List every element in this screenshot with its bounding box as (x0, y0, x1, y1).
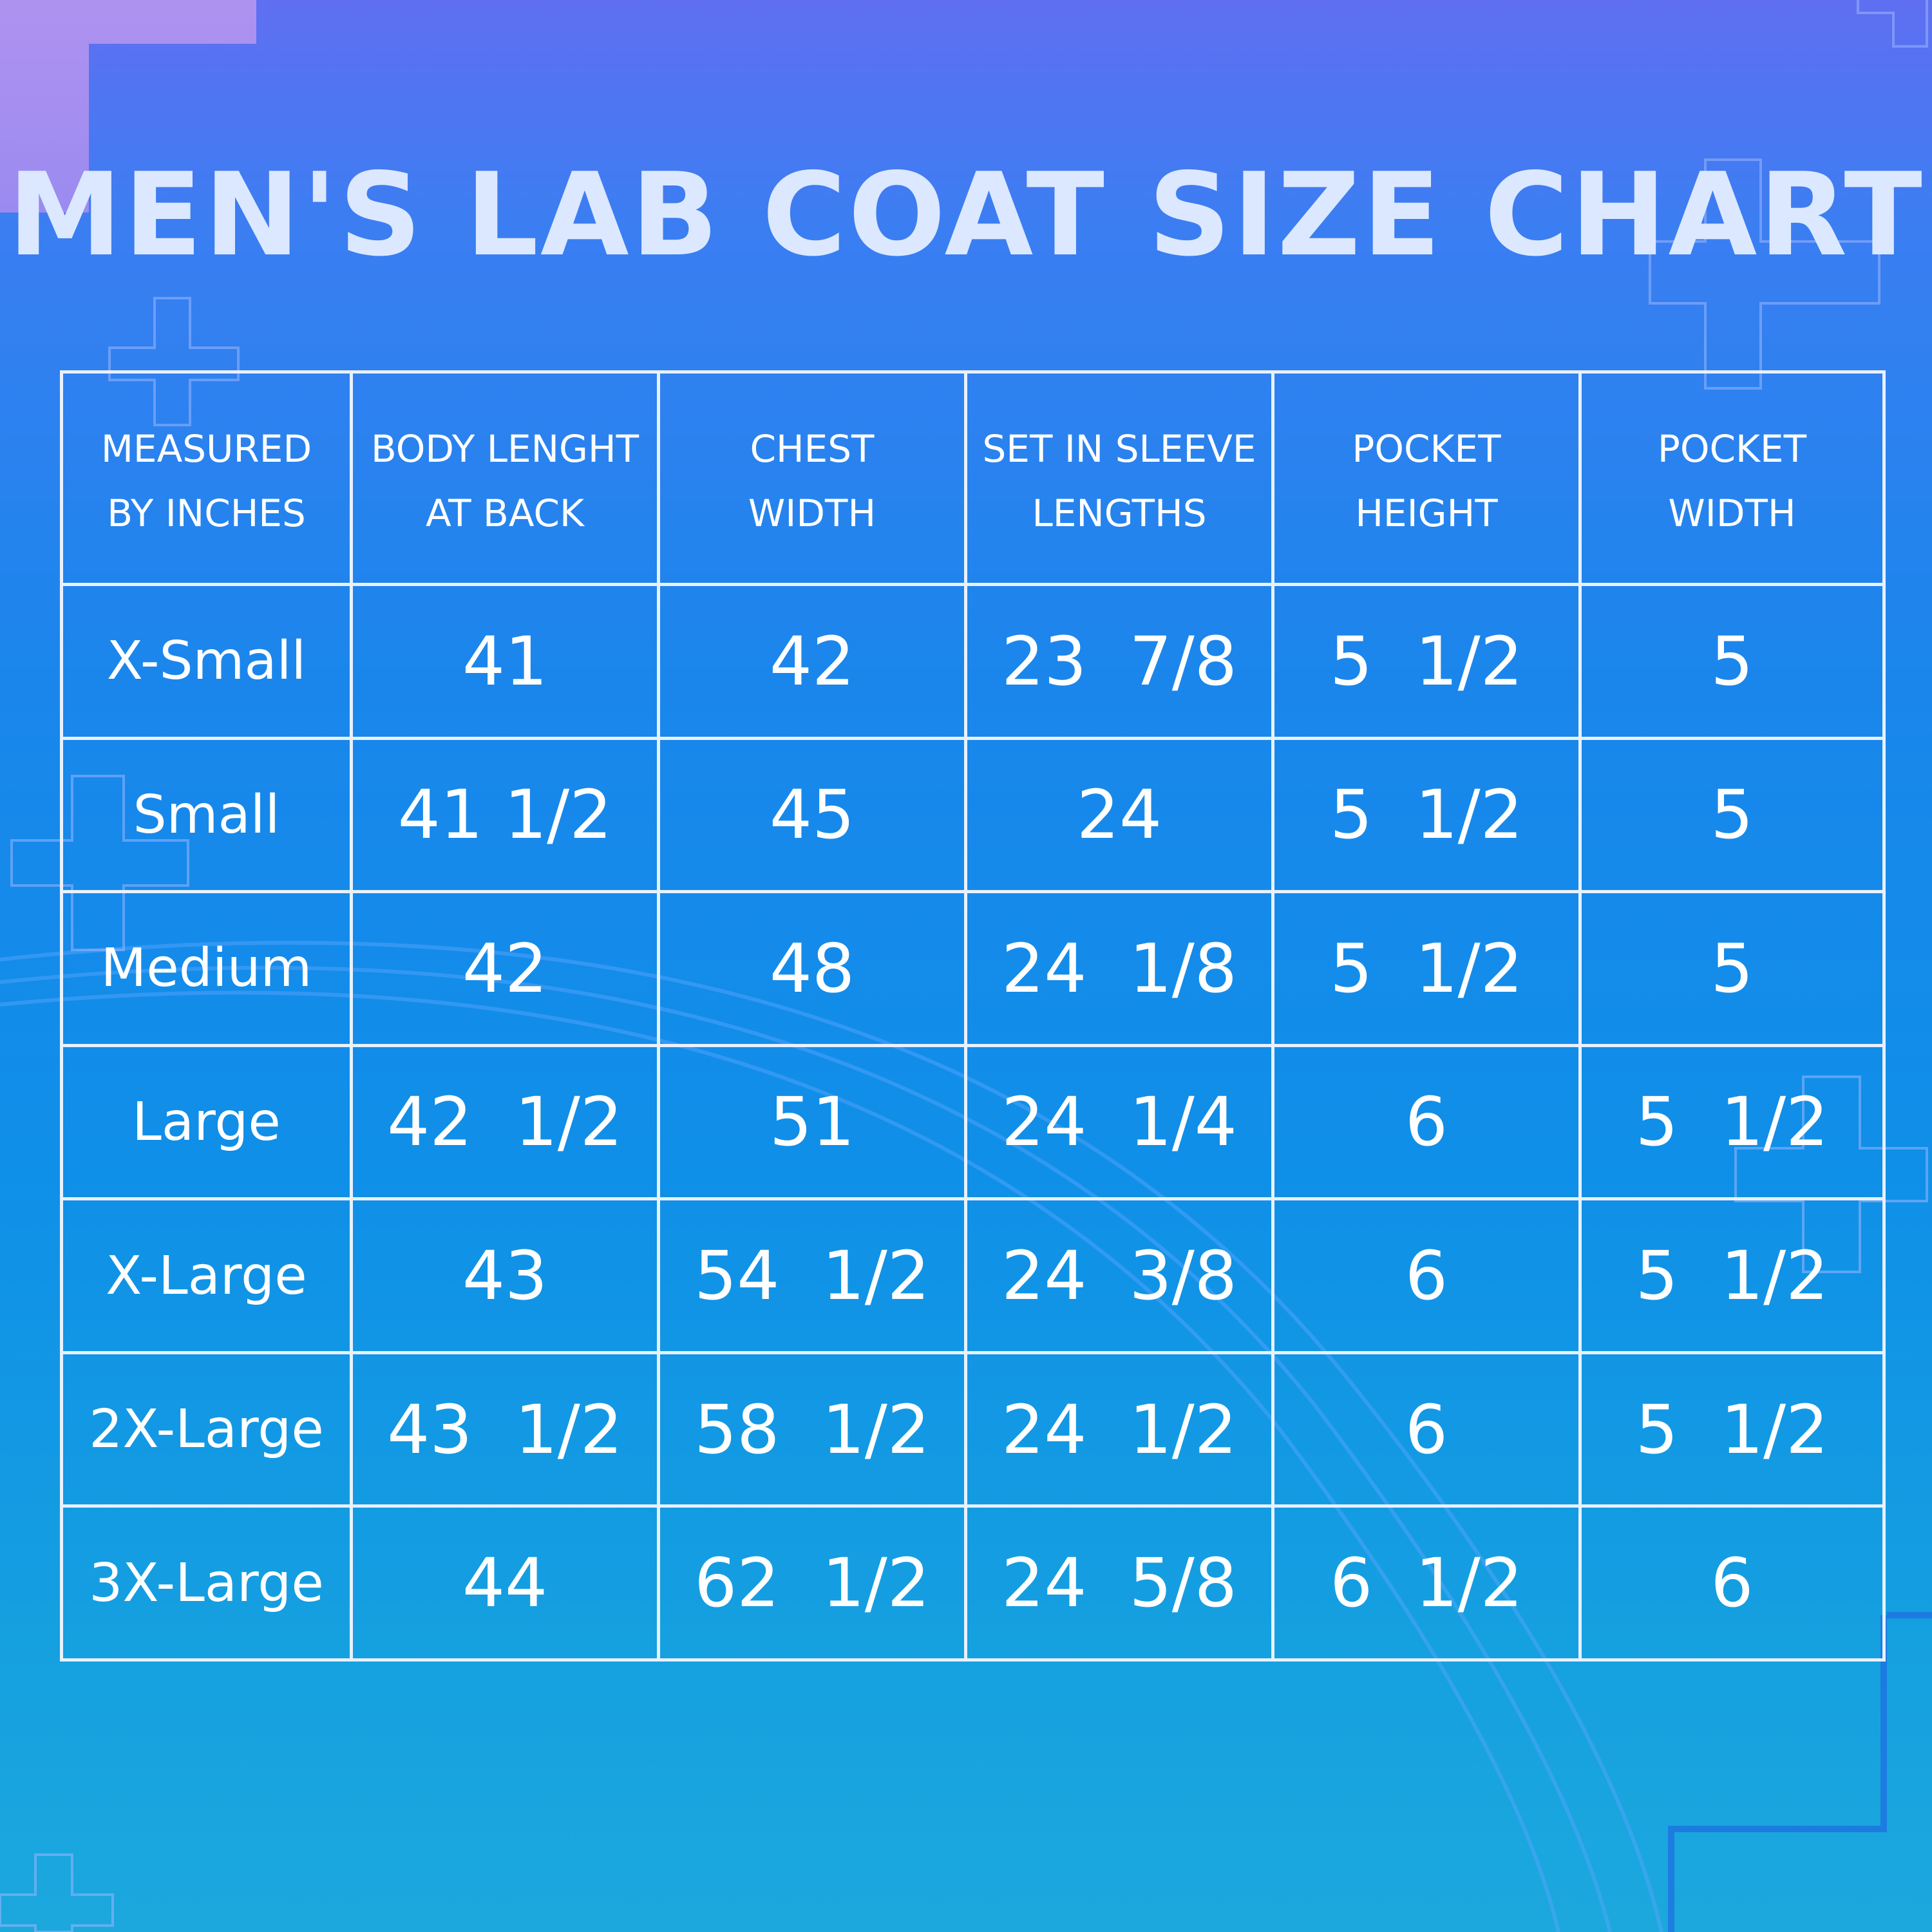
measurement-cell: 6 (1271, 1350, 1582, 1508)
table-row: Medium 42 48 24 1/8 5 1/2 5 (60, 890, 1886, 1047)
header-row: MEASURED BY INCHES BODY LENGHT AT BACK CHEST… (60, 370, 1886, 586)
measurement-cell: 44 (350, 1504, 660, 1662)
size-label-cell: Large (60, 1043, 353, 1201)
measurement-cell: 6 (1271, 1043, 1582, 1201)
table-row: Small 41 1/2 45 24 5 1/2 5 (60, 736, 1886, 894)
measurement-cell: 24 1/8 (964, 890, 1274, 1047)
measurement-cell: 62 1/2 (657, 1504, 967, 1662)
measurement-cell: 5 (1578, 582, 1886, 740)
measurement-cell: 5 (1578, 890, 1886, 1047)
header-pocket-width: POCKET WIDTH (1578, 370, 1886, 586)
measurement-cell: 42 1/2 (350, 1043, 660, 1201)
header-line: SET IN SLEEVE (982, 427, 1256, 471)
measurement-cell: 42 (657, 582, 967, 740)
corner-frame-shapes (1668, 1612, 1932, 1932)
header-line: HEIGHT (1355, 491, 1498, 536)
measurement-cell: 6 1/2 (1271, 1504, 1582, 1662)
measurement-cell: 5 (1578, 736, 1886, 894)
header-line: WIDTH (1668, 491, 1796, 536)
measurement-cell: 24 5/8 (964, 1504, 1274, 1662)
measurement-cell: 42 (350, 890, 660, 1047)
measurement-cell: 24 1/2 (964, 1350, 1274, 1508)
header-body-length: BODY LENGHT AT BACK (350, 370, 660, 586)
measurement-cell: 24 (964, 736, 1274, 894)
header-line: BODY LENGHT (370, 427, 639, 471)
header-line: AT BACK (425, 491, 585, 536)
measurement-cell: 5 1/2 (1271, 890, 1582, 1047)
table-row: X-Large 43 54 1/2 24 3/8 6 5 1/2 (60, 1197, 1886, 1354)
header-sleeve-length: SET IN SLEEVE LENGTHS (964, 370, 1274, 586)
size-table-container: MEASURED BY INCHES BODY LENGHT AT BACK CHEST… (60, 370, 1886, 1662)
measurement-cell: 6 (1578, 1504, 1886, 1662)
size-label-cell: 2X-Large (60, 1350, 353, 1508)
table-row: X-Small 41 42 23 7/8 5 1/2 5 (60, 582, 1886, 740)
measurement-cell: 54 1/2 (657, 1197, 967, 1354)
measurement-cell: 43 1/2 (350, 1350, 660, 1508)
size-label-cell: Small (60, 736, 353, 894)
measurement-cell: 23 7/8 (964, 582, 1274, 740)
header-line: CHEST (750, 427, 875, 471)
header-chest-width: CHEST WIDTH (657, 370, 967, 586)
measurement-cell: 6 (1271, 1197, 1582, 1354)
measurement-cell: 24 3/8 (964, 1197, 1274, 1354)
measurement-cell: 5 1/2 (1578, 1197, 1886, 1354)
header-line: LENGTHS (1032, 491, 1207, 536)
table-row: 2X-Large 43 1/2 58 1/2 24 1/2 6 5 1/2 (60, 1350, 1886, 1508)
measurement-cell: 58 1/2 (657, 1350, 967, 1508)
header-line: WIDTH (748, 491, 876, 536)
size-label-cell: X-Small (60, 582, 353, 740)
header-measured-by-inches: MEASURED BY INCHES (60, 370, 353, 586)
measurement-cell: 24 1/4 (964, 1043, 1274, 1201)
header-pocket-height: POCKET HEIGHT (1271, 370, 1582, 586)
size-label-cell: Medium (60, 890, 353, 1047)
measurement-cell: 5 1/2 (1578, 1043, 1886, 1201)
table-row: Large 42 1/2 51 24 1/4 6 5 1/2 (60, 1043, 1886, 1201)
measurement-cell: 5 1/2 (1578, 1350, 1886, 1508)
header-line: MEASURED (100, 427, 312, 471)
table-row: 3X-Large 44 62 1/2 24 5/8 6 1/2 6 (60, 1504, 1886, 1662)
size-label-cell: X-Large (60, 1197, 353, 1354)
measurement-cell: 43 (350, 1197, 660, 1354)
corner-block-shape (0, 0, 256, 213)
measurement-cell: 48 (657, 890, 967, 1047)
measurement-cell: 45 (657, 736, 967, 894)
header-line: POCKET (1352, 427, 1501, 471)
measurement-cell: 5 1/2 (1271, 582, 1582, 740)
measurement-cell: 41 (350, 582, 660, 740)
measurement-cell: 51 (657, 1043, 967, 1201)
chart-title: MEN'S LAB COAT SIZE CHART (8, 148, 1924, 281)
size-label-cell: 3X-Large (60, 1504, 353, 1662)
size-table: MEASURED BY INCHES BODY LENGHT AT BACK CHEST… (60, 370, 1886, 1662)
measurement-cell: 5 1/2 (1271, 736, 1582, 894)
measurement-cell: 41 1/2 (350, 736, 660, 894)
header-line: BY INCHES (107, 491, 306, 536)
header-line: POCKET (1657, 427, 1807, 471)
